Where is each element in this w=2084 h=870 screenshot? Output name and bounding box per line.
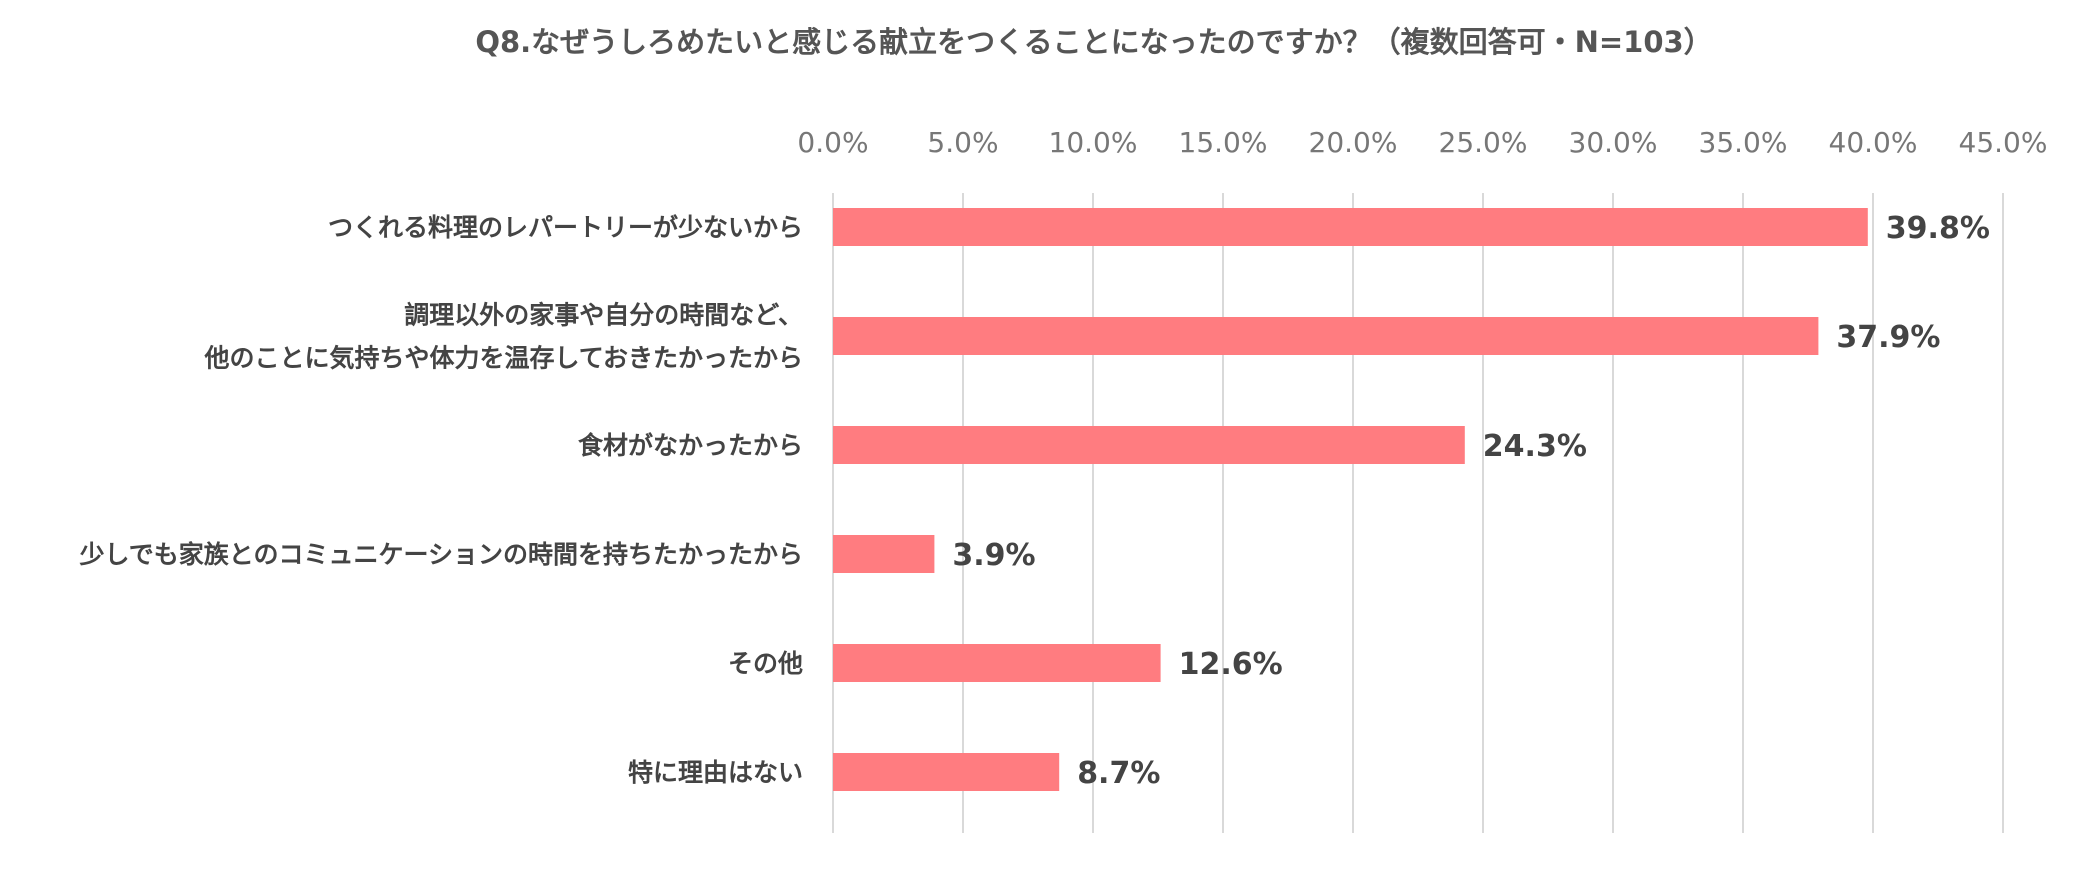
category-labels: つくれる料理のレパートリーが少ないから調理以外の家事や自分の時間など、他のことに… xyxy=(78,213,803,787)
gridlines xyxy=(832,193,2004,833)
category-label: つくれる料理のレパートリーが少ないから xyxy=(328,213,803,242)
x-tick-label: 15.0% xyxy=(1179,126,1268,159)
x-axis-ticks: 0.0% 5.0% 10.0% 15.0% 20.0% 25.0% 30.0% 35.0% 40… xyxy=(797,126,2047,159)
data-label: 24.3% xyxy=(1483,429,1587,464)
chart-title: Q8.なぜうしろめたいと感じる献立をつくることになったのですか？（複数回答可・N… xyxy=(475,25,1712,59)
bar xyxy=(833,535,935,573)
x-tick-label: 40.0% xyxy=(1829,126,1918,159)
category-label: 少しでも家族とのコミュニケーションの時間を持ちたかったから xyxy=(78,540,803,569)
data-label: 8.7% xyxy=(1077,756,1160,791)
category-label: 特に理由はない xyxy=(628,758,803,787)
x-tick-label: 30.0% xyxy=(1569,126,1658,159)
x-tick-label: 25.0% xyxy=(1439,126,1528,159)
x-tick-label: 10.0% xyxy=(1049,126,1138,159)
bars xyxy=(833,208,1868,791)
category-label: 調理以外の家事や自分の時間など、 xyxy=(404,301,803,330)
value-labels: 39.8% 37.9% 24.3% 3.9% 12.6% 8.7% xyxy=(952,211,1989,791)
bar xyxy=(833,208,1868,246)
category-label: 食材がなかったから xyxy=(578,431,803,460)
x-tick-label: 0.0% xyxy=(797,126,868,159)
x-tick-label: 20.0% xyxy=(1309,126,1398,159)
data-label: 37.9% xyxy=(1836,320,1940,355)
x-tick-label: 35.0% xyxy=(1699,126,1788,159)
data-label: 3.9% xyxy=(952,538,1035,573)
bar xyxy=(833,426,1465,464)
bar xyxy=(833,753,1060,791)
bar xyxy=(833,317,1819,355)
data-label: 12.6% xyxy=(1179,647,1283,682)
x-tick-label: 45.0% xyxy=(1959,126,2048,159)
data-label: 39.8% xyxy=(1886,211,1990,246)
x-tick-label: 5.0% xyxy=(927,126,998,159)
bar xyxy=(833,644,1161,682)
category-label: その他 xyxy=(728,649,803,678)
category-label: 他のことに気持ちや体力を温存しておきたかったから xyxy=(203,344,803,373)
